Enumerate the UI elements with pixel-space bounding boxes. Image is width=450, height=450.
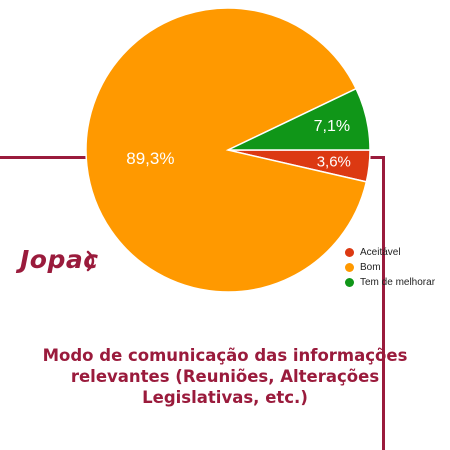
pie-label-2: 7,1% [314, 118, 350, 135]
legend-item-aceitavel: Aceitável [345, 245, 435, 260]
caption-line-3: Legislativas, etc.) [142, 388, 308, 407]
legend-swatch-tem-de-melhorar [345, 278, 354, 287]
legend-item-tem-de-melhorar: Tem de melhorar [345, 275, 435, 290]
pie-label-0: 3,6% [317, 154, 351, 171]
pie-label-1: 89,3% [126, 149, 174, 168]
legend-label-bom: Bom [360, 262, 381, 273]
caption-line-2: relevantes (Reuniões, Alterações [70, 367, 380, 386]
chart-legend: Aceitável Bom Tem de melhorar [345, 245, 435, 290]
pie-slice-1 [85, 7, 368, 293]
pie-slice-2 [227, 87, 371, 151]
logo-swoosh-icon [86, 250, 95, 272]
legend-label-aceitavel: Aceitável [360, 247, 401, 258]
caption-line-1: Modo de comunicação das informações [42, 346, 408, 365]
legend-item-bom: Bom [345, 260, 435, 275]
chart-caption: Modo de comunicação das informações rele… [20, 345, 430, 408]
jopac-logo: Jopac [20, 245, 99, 274]
legend-label-tem-de-melhorar: Tem de melhorar [360, 277, 436, 288]
legend-swatch-aceitavel [345, 248, 354, 257]
legend-swatch-bom [345, 263, 354, 272]
